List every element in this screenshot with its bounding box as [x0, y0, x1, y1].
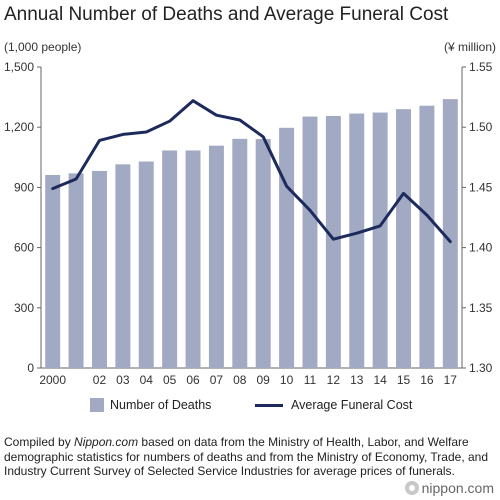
left-axis-tick-label: 900	[14, 180, 34, 194]
deaths-bar	[279, 127, 295, 368]
left-axis-tick-label: 1,200	[4, 120, 34, 134]
x-axis-tick-label: 14	[373, 373, 387, 387]
deaths-bar	[115, 164, 131, 368]
x-axis-tick-label: 15	[397, 373, 411, 387]
x-axis-tick-label: 03	[116, 373, 130, 387]
right-axis-tick-label: 1.50	[469, 120, 493, 134]
deaths-bar	[372, 112, 388, 368]
deaths-bar	[68, 173, 84, 368]
deaths-bar	[325, 115, 341, 368]
deaths-bar	[302, 116, 318, 368]
legend-item-deaths: Number of Deaths	[90, 398, 211, 412]
chart-title: Annual Number of Deaths and Average Fune…	[4, 4, 449, 25]
legend-bar-swatch	[90, 398, 104, 412]
bar-series	[45, 99, 458, 369]
x-axis-tick-label: 11	[304, 373, 317, 387]
note-text-before: Compiled by	[4, 435, 75, 449]
deaths-bar	[138, 161, 154, 368]
left-axis-tick-label: 1,500	[4, 60, 34, 74]
legend-item-cost: Average Funeral Cost	[255, 398, 412, 412]
x-axis-tick-label: 06	[186, 373, 200, 387]
logo-icon	[404, 481, 419, 495]
left-axis-tick-label: 300	[14, 301, 34, 315]
x-axis-tick-label: 10	[280, 373, 294, 387]
right-axis-tick-label: 1.55	[469, 60, 493, 74]
deaths-bar	[45, 174, 61, 368]
x-axis-tick-label: 08	[233, 373, 247, 387]
deaths-bar	[442, 99, 458, 369]
brand-name: nippon.com	[421, 480, 494, 496]
x-axis-tick-label: 07	[210, 373, 224, 387]
deaths-bar	[91, 170, 107, 368]
deaths-bar	[208, 145, 224, 368]
deaths-bar	[185, 150, 201, 368]
x-axis-tick-label: 05	[163, 373, 177, 387]
funeral-cost-line	[51, 99, 452, 244]
brand-logo: nippon.com	[404, 480, 494, 496]
x-axis-labels: 2000 02 03 04 05 06 07 08 09 10 11 12 13 14 15 16 17	[39, 373, 457, 387]
x-axis-tick-label: 13	[350, 373, 364, 387]
deaths-bar	[396, 109, 412, 368]
legend-label-cost: Average Funeral Cost	[291, 398, 413, 412]
deaths-bar	[349, 113, 365, 369]
y-axis-labels: 0 300 600 900 1,200 1,500 1.30 1.35 1.40 1.45 1.50…	[4, 60, 493, 375]
deaths-bar	[419, 105, 435, 368]
left-axis-tick-label: 0	[27, 361, 34, 375]
right-axis-tick-label: 1.35	[469, 301, 493, 315]
deaths-bar	[255, 139, 271, 368]
x-axis-tick-label: 09	[257, 373, 271, 387]
note-source-name: Nippon.com	[74, 435, 139, 449]
x-axis-tick-label: 02	[93, 373, 107, 387]
deaths-bar	[162, 150, 178, 368]
x-axis-tick-label: 2000	[39, 373, 66, 387]
left-axis-unit: (1,000 people)	[4, 40, 82, 54]
axes	[37, 66, 466, 369]
left-axis-tick-label: 600	[14, 241, 34, 255]
legend-label-deaths: Number of Deaths	[110, 398, 212, 412]
right-axis-tick-label: 1.30	[469, 361, 493, 375]
right-axis-tick-label: 1.40	[469, 241, 493, 255]
note-text-after: based on data from the Ministry of Healt…	[4, 435, 489, 478]
right-axis-unit: (¥ million)	[443, 40, 496, 54]
combo-chart: 2000 02 03 04 05 06 07 08 09 10 11 12 13 14 15 16 17 0 30…	[4, 60, 493, 387]
source-note: Compiled by Nippon.com based on data fro…	[4, 435, 496, 479]
deaths-bar	[232, 138, 248, 368]
right-axis-tick-label: 1.45	[469, 180, 493, 194]
line-series	[51, 99, 452, 244]
x-axis-tick-label: 04	[140, 373, 154, 387]
legend-line-swatch	[255, 403, 283, 407]
x-axis-tick-label: 12	[327, 373, 341, 387]
x-axis-tick-label: 16	[420, 373, 434, 387]
x-axis-tick-label: 17	[444, 373, 458, 387]
